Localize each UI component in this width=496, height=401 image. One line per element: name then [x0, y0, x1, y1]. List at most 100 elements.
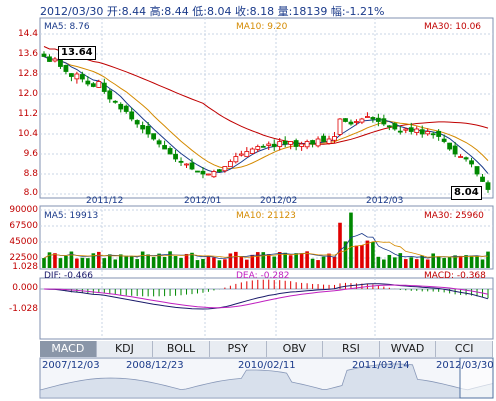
- candle-body: [392, 123, 398, 130]
- volume-bar: [343, 241, 348, 268]
- candle-body: [326, 138, 332, 144]
- candle-body: [436, 130, 442, 137]
- candle-body: [167, 148, 173, 155]
- volume-bar: [398, 253, 403, 268]
- volume-bar: [436, 256, 441, 268]
- candle-body: [447, 142, 453, 150]
- nav-date: 2007/12/03: [42, 360, 100, 371]
- tab-boll[interactable]: BOLL: [153, 341, 210, 357]
- volume-bar: [288, 255, 293, 268]
- candle-body: [200, 170, 206, 175]
- volume-bar: [162, 257, 167, 268]
- navigator-overview-line: [39, 363, 494, 399]
- quote-header: 2012/03/30 开:8.44 高:8.44 低:8.04 收:8.18 量…: [40, 5, 385, 18]
- volume-bar: [447, 257, 452, 268]
- volume-bar: [201, 258, 205, 268]
- volume-bar: [157, 253, 161, 268]
- tab-rsi[interactable]: RSI: [323, 341, 380, 357]
- volume-bar: [151, 257, 156, 268]
- volume-tick: 90000: [9, 205, 38, 215]
- volume-bar: [234, 251, 238, 268]
- volume-tick: 22500: [9, 253, 38, 263]
- volume-bar: [360, 244, 364, 268]
- candle-body: [315, 138, 321, 147]
- volume-bar: [453, 255, 457, 268]
- candle-body: [211, 171, 217, 178]
- candle-body: [441, 138, 447, 142]
- candle-body: [469, 160, 474, 165]
- tab-macd[interactable]: MACD: [40, 341, 97, 357]
- volume-bar: [382, 259, 386, 268]
- price-tick: 14.4: [17, 29, 38, 39]
- macd-tick: -1.028: [8, 304, 38, 314]
- ma10-label: MA10: 9.20: [236, 22, 288, 32]
- volume-bar: [305, 251, 309, 268]
- date-tick: 2011/12: [86, 196, 124, 206]
- volume-bar: [403, 259, 408, 268]
- volume-bar: [206, 255, 211, 268]
- price-tick: 8.0: [23, 188, 38, 198]
- nav-date: 2012/03/30: [436, 360, 494, 371]
- tab-kdj[interactable]: KDJ: [96, 341, 154, 357]
- ma30-label: MA30: 10.06: [424, 22, 482, 32]
- candle-body: [255, 146, 261, 150]
- navigator-range-handle[interactable]: [459, 357, 494, 399]
- candle-body: [282, 140, 288, 145]
- volume-bar: [217, 260, 222, 268]
- price-tick: 12.0: [17, 89, 38, 99]
- tab-psy[interactable]: PSY: [209, 341, 267, 357]
- candle-body: [178, 160, 184, 163]
- low-marker: 8.04: [451, 186, 482, 200]
- volume-bar: [42, 258, 46, 268]
- candle-body: [485, 182, 491, 190]
- candle-body: [474, 166, 480, 175]
- price-tick: 13.6: [17, 49, 38, 59]
- nav-date: 2011/03/14: [352, 360, 410, 371]
- tab-cci[interactable]: CCI: [436, 341, 493, 357]
- ma5-line: [43, 56, 489, 174]
- candle-body: [184, 163, 189, 166]
- candle-body: [370, 117, 376, 120]
- volume-bar: [431, 253, 435, 268]
- candle-body: [425, 131, 431, 135]
- candle-body: [112, 100, 118, 103]
- volume-bar: [118, 254, 123, 268]
- dif-line: [43, 283, 489, 310]
- date-tick: 2012/01: [184, 196, 222, 206]
- candle-body: [63, 65, 69, 72]
- candle-body: [288, 141, 294, 145]
- candle-body: [480, 176, 485, 182]
- candle-body: [233, 156, 239, 163]
- candle-body: [107, 90, 113, 100]
- candle-body: [123, 105, 129, 112]
- vol-ma5-label: MA5: 19913: [44, 211, 99, 221]
- date-tick: 2012/02: [260, 196, 298, 206]
- candle-body: [173, 153, 178, 160]
- volume-bar: [102, 258, 107, 268]
- volume-bar: [327, 253, 331, 268]
- volume-bar: [239, 257, 244, 268]
- candle-body: [74, 73, 80, 80]
- volume-bar: [107, 254, 112, 268]
- volume-bar: [332, 256, 337, 268]
- candle-body: [156, 140, 162, 145]
- candle-body: [430, 133, 436, 136]
- volume-bar: [338, 222, 342, 268]
- candle-body: [140, 125, 146, 130]
- vol-ma10-label: MA10: 21123: [236, 211, 296, 221]
- tab-wvad[interactable]: WVAD: [379, 341, 437, 357]
- volume-bar: [184, 253, 189, 268]
- candle-body: [458, 156, 463, 158]
- candle-body: [129, 111, 135, 120]
- volume-bar: [195, 260, 200, 268]
- volume-bar: [129, 256, 134, 268]
- candle-body: [52, 58, 58, 62]
- volume-bar: [75, 258, 79, 268]
- candle-body: [162, 145, 167, 150]
- volume-bar: [469, 255, 474, 268]
- candle-body: [195, 170, 200, 173]
- candle-body: [227, 161, 233, 168]
- tab-obv[interactable]: OBV: [266, 341, 324, 357]
- price-tick: 12.8: [17, 69, 38, 79]
- volume-bar: [420, 255, 425, 268]
